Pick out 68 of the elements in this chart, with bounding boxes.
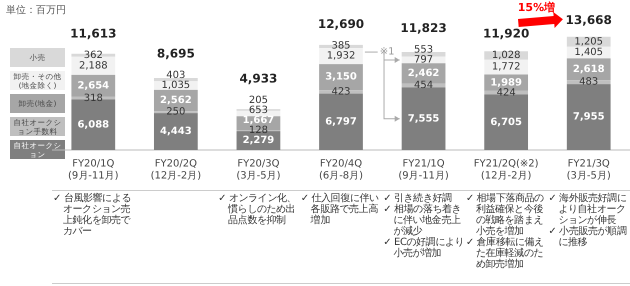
text: ✓ オンライン化、慣らしのため出品点数を抑制: [218, 193, 298, 226]
data-label: 6,088: [77, 119, 110, 130]
total-label: 11,920: [482, 26, 530, 41]
data-label: 423: [331, 86, 351, 98]
data-label: 1,667: [242, 115, 274, 126]
x-tick-label: FY20/4Q (6月-8月): [318, 158, 364, 182]
data-label: 6,797: [325, 116, 357, 128]
total-label: 11,823: [400, 21, 447, 36]
data-label: 2,654: [77, 80, 110, 92]
text: ✓ 相場の落ち着きに伴い地金売上が減少: [383, 204, 462, 237]
text: ✓ 台風影響によるオークション売上鈍化を卸売でカバー: [53, 193, 132, 237]
bar: [484, 94, 528, 150]
bar: [319, 94, 363, 150]
text: ✓ 引き続き好調: [383, 193, 453, 204]
text: 単位：百万円: [6, 4, 66, 17]
data-label: 128: [248, 125, 268, 136]
data-label: 7,555: [408, 113, 440, 124]
text: ✓ 小売販売が順調に推移: [548, 226, 628, 248]
text: ✓ 倉庫移転に備えた在庫軽減のため卸売増加: [466, 237, 545, 270]
bar: [402, 87, 446, 150]
data-label: 1,772: [492, 62, 520, 73]
annotation: ※1: [380, 46, 394, 58]
data-label: 653: [248, 105, 268, 116]
total-label: 8,695: [156, 46, 195, 61]
data-label: 2,279: [242, 135, 274, 146]
data-label: 2,462: [408, 68, 440, 80]
data-label: 454: [414, 80, 434, 92]
total-label: 11,613: [70, 26, 116, 40]
data-label: 1,205: [574, 36, 604, 48]
text: 15%増: [518, 1, 556, 14]
bar: [566, 84, 611, 150]
data-label: 2,562: [160, 95, 192, 106]
data-label: 1,405: [574, 47, 604, 58]
x-tick-label: FY21/1Q (9月-11月): [398, 158, 449, 182]
data-label: 1,932: [326, 50, 356, 62]
data-label: 1,028: [492, 50, 520, 62]
text: ✓ 仕入回復に伴い各販路で売上高増加: [300, 193, 380, 226]
x-tick-label: FY20/2Q (12月-2月): [150, 158, 202, 182]
data-label: 424: [496, 87, 516, 98]
x-tick-label: FY21/2Q(※2) (12月-2月): [474, 158, 539, 182]
data-label: 1,035: [162, 80, 190, 92]
data-label: 797: [414, 54, 434, 66]
x-tick-label: FY20/3Q (3月-5月): [236, 158, 281, 182]
data-label: 483: [579, 76, 598, 88]
bar: [154, 113, 198, 150]
data-label: 205: [248, 95, 268, 106]
bar: [71, 100, 116, 150]
text: ✓ 海外販売好調により自社オークションが伸長: [548, 193, 628, 226]
data-label: 403: [166, 70, 186, 82]
data-label: 2,188: [78, 60, 108, 72]
data-label: 1,989: [490, 77, 522, 88]
data-label: 3,150: [325, 72, 357, 83]
data-label: 250: [166, 106, 186, 118]
data-label: 553: [414, 44, 434, 56]
data-label: 318: [84, 92, 103, 104]
data-label: 362: [84, 50, 103, 61]
total-label: 12,690: [318, 17, 364, 32]
text: ✓ 相場下落商品の利益確保と今後の戦略を踏まえ小売を増加: [466, 193, 545, 237]
data-label: 4,443: [160, 126, 192, 138]
x-tick-label: FY20/1Q (9月-11月): [68, 158, 119, 182]
text: ✓ ECの好調により小売が増加: [383, 237, 464, 259]
total-label: 4,933: [239, 72, 278, 86]
x-tick-label: FY21/3Q (3月-5月): [566, 158, 611, 182]
data-label: 385: [331, 40, 351, 52]
data-label: 7,955: [572, 112, 605, 123]
total-label: 13,668: [566, 12, 612, 27]
data-label: 6,705: [490, 116, 522, 128]
data-label: 2,618: [572, 64, 605, 75]
